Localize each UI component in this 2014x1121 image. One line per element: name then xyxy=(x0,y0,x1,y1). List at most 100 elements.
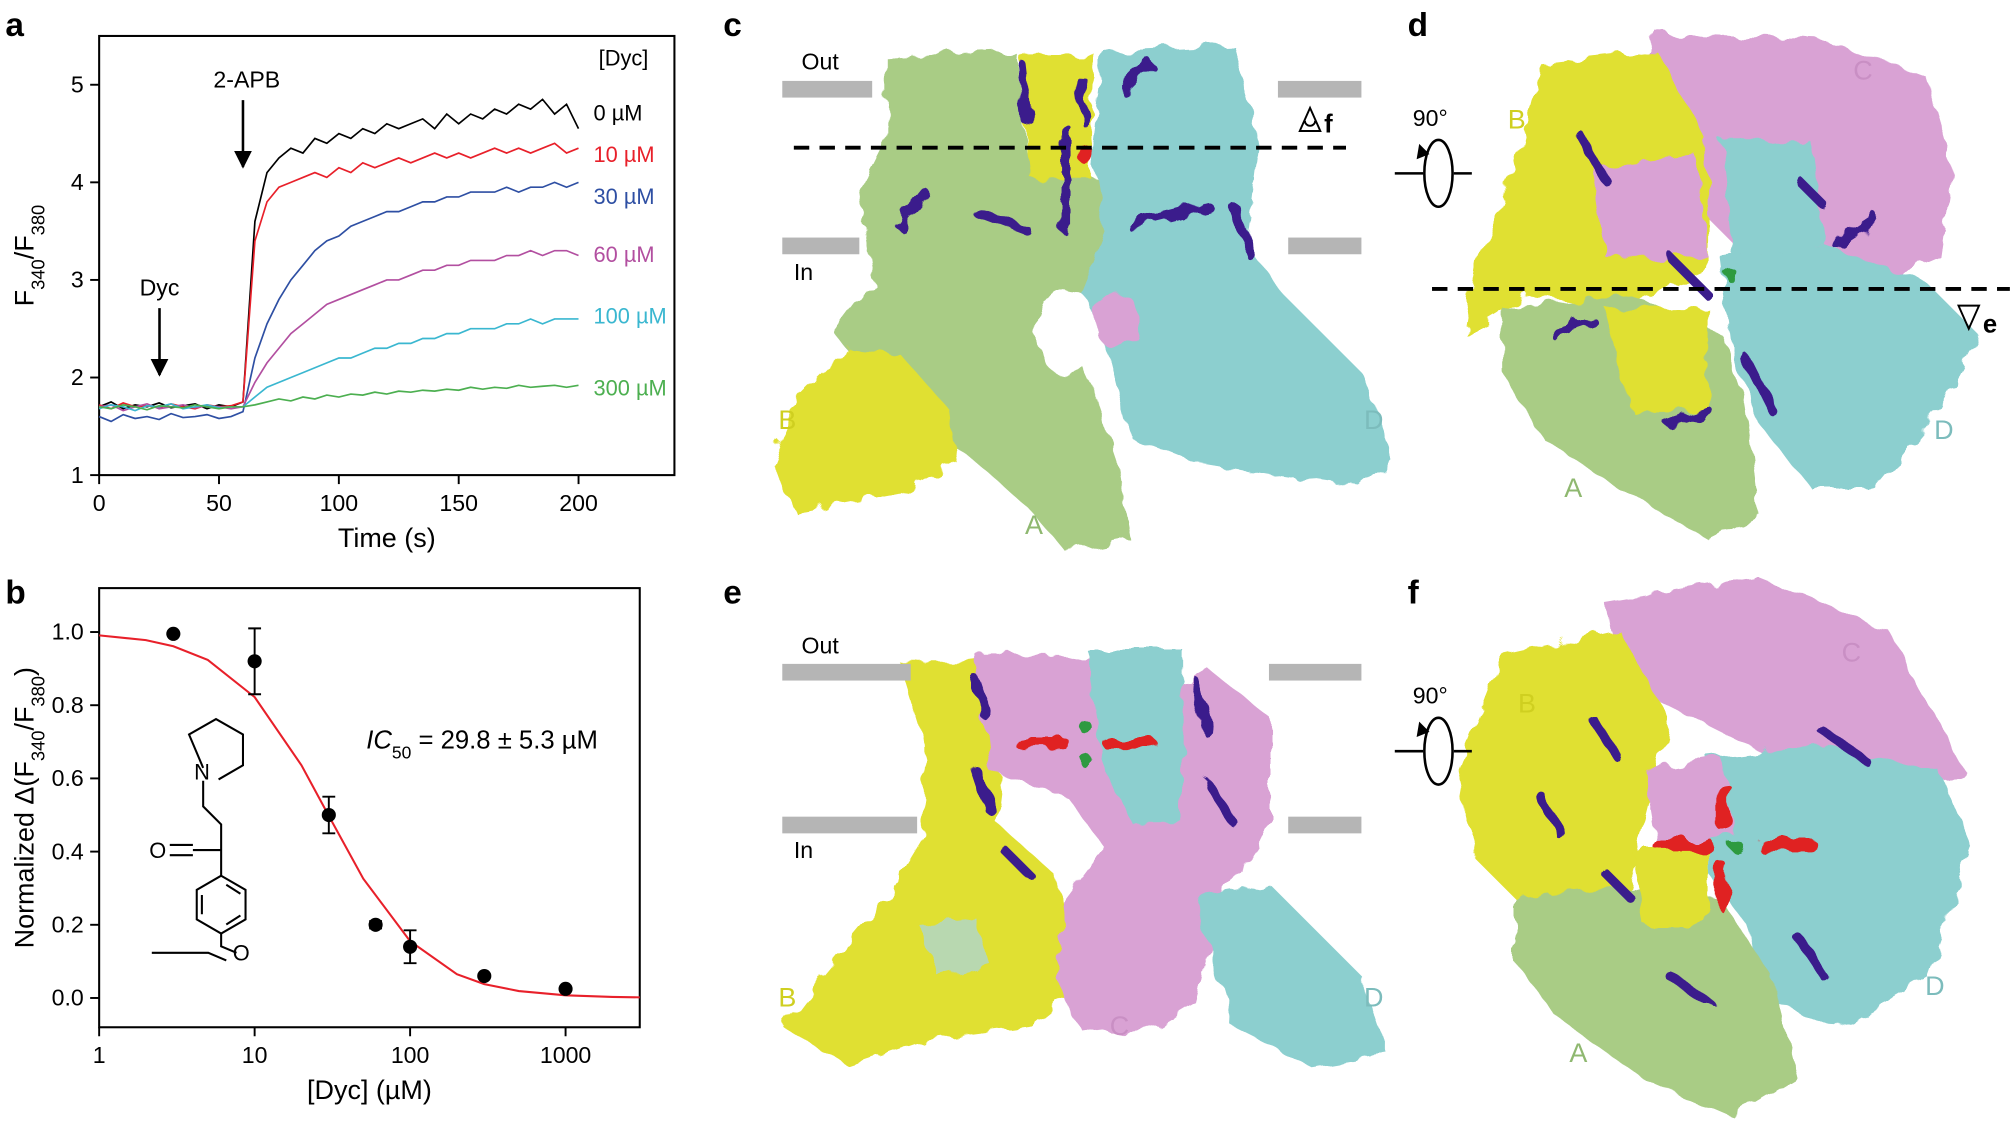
y-tick-label: 5 xyxy=(71,71,84,97)
density-map xyxy=(783,648,1388,1066)
legend-label: 30 µM xyxy=(594,184,655,209)
panel-label: d xyxy=(1408,7,1428,44)
data-point xyxy=(247,654,262,669)
legend-label: 0 µM xyxy=(594,101,643,126)
membrane-label: Out xyxy=(802,48,840,74)
panel-labels: a b c d e f xyxy=(5,7,1428,612)
annotation: 2-APB xyxy=(213,66,280,92)
chain-label: A xyxy=(1569,1038,1587,1068)
y-tick-label: 2 xyxy=(71,364,84,390)
y-tick-label: 4 xyxy=(71,169,84,195)
x-tick-label: 100 xyxy=(320,490,359,516)
eye-icon xyxy=(1957,304,1981,332)
membrane-bar xyxy=(1288,237,1362,255)
chain-label: D xyxy=(1925,971,1944,1001)
x-tick-label: 150 xyxy=(439,490,478,516)
ligand-density xyxy=(971,676,1238,878)
y-axis-label-part: 380 xyxy=(27,676,48,707)
atom-label: N xyxy=(194,759,210,784)
panel-f: 90° B C A D xyxy=(1394,577,1972,1118)
rotation-arrow xyxy=(1423,716,1454,786)
x-tick-label: 200 xyxy=(559,490,598,516)
legend-label: 10 µM xyxy=(594,142,655,167)
panel-label: a xyxy=(5,7,24,44)
y-axis-label-part: 340 xyxy=(27,259,48,290)
chain-label: C xyxy=(1110,1011,1129,1041)
legend-label: 60 µM xyxy=(594,242,655,267)
membrane-bar xyxy=(782,80,873,98)
data-point xyxy=(321,807,336,823)
y-tick-label: 3 xyxy=(71,267,84,293)
panel-d: 90° e B C A D xyxy=(1394,32,2010,540)
y-axis-label: F340/F380 xyxy=(10,205,49,307)
x-tick-label: 50 xyxy=(206,490,232,516)
chain-label: D xyxy=(1934,415,1953,445)
data-point xyxy=(368,917,383,932)
plot-frame xyxy=(98,34,676,477)
membrane-bar xyxy=(782,237,860,255)
ligand-density xyxy=(1549,130,1880,429)
y-tick-label: 0.0 xyxy=(52,985,84,1011)
y-axis-label-part: 340 xyxy=(27,731,48,762)
chain-label: B xyxy=(778,405,796,435)
annotation: Dyc xyxy=(140,274,180,300)
rotation-label: 90° xyxy=(1413,683,1448,709)
density-map xyxy=(1464,32,1978,540)
data-point xyxy=(166,626,181,641)
membrane-label: Out xyxy=(802,633,840,659)
rotation-arrowhead xyxy=(1416,143,1430,160)
y-axis-label-part: /F xyxy=(10,235,40,259)
y-axis-label-part: 380 xyxy=(27,205,48,236)
membrane-bar xyxy=(1277,80,1362,98)
x-tick-label: 0 xyxy=(93,490,106,516)
trace xyxy=(98,98,580,410)
legend-label: 300 µM xyxy=(594,375,667,400)
data-point xyxy=(403,939,418,954)
x-tick-label: 100 xyxy=(391,1042,430,1068)
y-axis-label: Normalized Δ(F340/F380) xyxy=(10,667,49,948)
y-tick-label: 0.6 xyxy=(52,765,84,791)
rotation-arrowhead xyxy=(1416,721,1430,738)
chain-label: B xyxy=(1518,689,1536,719)
view-label: e xyxy=(1983,311,1997,339)
annotation: IC50 = 29.8 ± 5.3 µM xyxy=(366,727,598,763)
panel-label: c xyxy=(723,7,742,44)
density-map xyxy=(770,44,1394,553)
chain-label: A xyxy=(1025,510,1043,540)
y-tick-label: 0.2 xyxy=(52,911,84,937)
membrane-bar xyxy=(1268,663,1362,681)
chain-label: D xyxy=(1364,405,1383,435)
y-tick-label: 0.4 xyxy=(52,838,84,864)
view-label: f xyxy=(1324,110,1333,138)
y-tick-label: 1 xyxy=(71,462,84,488)
ligand-density xyxy=(894,59,1257,262)
membrane-bar xyxy=(782,663,911,681)
chemical-structure xyxy=(151,717,247,962)
y-tick-label: 1.0 xyxy=(52,619,84,645)
fit-curve xyxy=(99,634,640,999)
chain-label: A xyxy=(1564,473,1582,503)
chain-label: C xyxy=(1842,637,1861,667)
trace xyxy=(99,384,579,411)
data-point xyxy=(477,968,492,984)
chain-label: C xyxy=(1853,56,1872,86)
chain-label: D xyxy=(1364,983,1383,1013)
y-axis-label-part: Normalized Δ(F xyxy=(10,761,40,948)
x-axis-label: [Dyc] (µM) xyxy=(307,1075,432,1105)
eye-icon xyxy=(1298,105,1322,132)
annotation-part: IC xyxy=(366,727,392,755)
legend-label: 100 µM xyxy=(594,304,667,329)
panel-c: Out In f B D A xyxy=(770,44,1394,553)
y-axis-label-part: ) xyxy=(10,667,40,676)
x-axis-label: Time (s) xyxy=(338,523,436,553)
trace xyxy=(98,181,579,423)
rotation-arrow xyxy=(1423,138,1454,209)
y-axis-label-part: F xyxy=(10,290,40,306)
atom-label: O xyxy=(233,940,250,965)
membrane-label: In xyxy=(794,837,813,863)
annotation-part: 50 xyxy=(392,743,412,763)
data-point xyxy=(558,981,573,996)
y-tick-label: 0.8 xyxy=(52,692,84,718)
